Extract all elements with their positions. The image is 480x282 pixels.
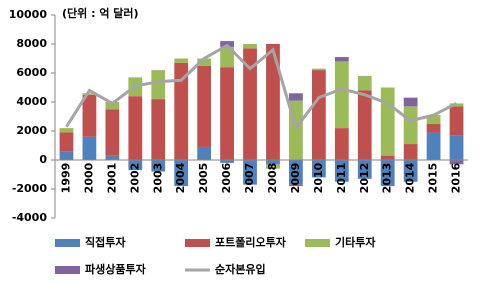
x-tick-label: 1999 (59, 163, 72, 194)
bar (174, 160, 189, 187)
bar (128, 96, 143, 160)
x-tick-label: 2009 (289, 163, 302, 194)
bar (243, 160, 257, 185)
bar (449, 106, 464, 136)
bar (334, 128, 349, 160)
x-tick-label: 2015 (427, 163, 440, 194)
x-tick-label: 2008 (266, 163, 279, 194)
x-tick-label: 2013 (381, 163, 394, 194)
bar (59, 128, 74, 133)
bar (174, 58, 189, 63)
bar (311, 70, 326, 160)
x-tick-label: 2001 (105, 163, 118, 194)
bar (426, 132, 441, 160)
bar (105, 109, 120, 156)
bar (357, 90, 372, 160)
bar (403, 144, 418, 160)
bar (151, 160, 166, 172)
legend-label: 직접투자 (85, 235, 126, 249)
bar (426, 115, 441, 124)
legend-swatch (185, 239, 210, 247)
x-tick-label: 2007 (243, 163, 256, 194)
bar (128, 160, 143, 171)
bar (174, 62, 189, 160)
x-tick-label: 2003 (151, 163, 164, 194)
bar (449, 160, 464, 165)
legend-swatch (55, 266, 80, 274)
bar (151, 99, 166, 160)
bar (289, 160, 303, 185)
bar (380, 87, 395, 156)
line (65, 43, 458, 132)
y-tick-label: 10000 (9, 8, 48, 21)
bar (334, 57, 349, 62)
bar (357, 160, 372, 179)
chart-title: (단위 : 억 달러) (62, 6, 139, 20)
y-tick-label: 0 (39, 153, 47, 166)
bar (334, 61, 349, 129)
x-tick-label: 2016 (450, 162, 463, 193)
bar (59, 151, 74, 160)
x-tick-label: 2011 (335, 163, 348, 194)
bar (220, 46, 234, 68)
bar (266, 44, 280, 160)
x-tick-label: 2014 (404, 162, 417, 193)
y-tick-label: 4000 (16, 95, 47, 108)
bar (357, 75, 372, 91)
bar (289, 93, 303, 101)
y-tick-label: -4000 (12, 211, 48, 224)
legend-label: 파생상품투자 (85, 262, 147, 276)
bar (105, 102, 120, 110)
bar (220, 67, 234, 160)
legend-label: 기타투자 (335, 235, 376, 249)
bar (426, 123, 441, 133)
x-tick-label: 2010 (312, 162, 325, 193)
bar (289, 184, 303, 187)
bar (311, 68, 326, 71)
bar (311, 160, 326, 178)
bar (82, 93, 97, 95)
bar (266, 164, 280, 169)
bar (449, 135, 464, 160)
bar (380, 160, 395, 187)
y-tick-label: 8000 (16, 37, 47, 50)
legend-label: 순자본유입 (215, 262, 266, 276)
bar (197, 146, 212, 160)
bar (220, 160, 234, 163)
bar (403, 106, 418, 145)
x-tick-label: 2005 (197, 163, 210, 194)
bar (82, 94, 97, 137)
x-tick-label: 2012 (358, 163, 371, 194)
x-tick-label: 2002 (128, 163, 141, 194)
bar (403, 160, 418, 182)
x-tick-label: 2004 (174, 162, 187, 193)
y-tick-label: 2000 (16, 124, 47, 137)
bar (243, 48, 257, 160)
bar (197, 58, 212, 66)
bar (105, 155, 120, 160)
x-tick-label: 2006 (220, 162, 233, 193)
legend-swatch (305, 239, 330, 247)
bar (82, 136, 97, 160)
bar (151, 70, 166, 100)
y-tick-label: -2000 (12, 182, 48, 195)
bar (403, 97, 418, 107)
bar (59, 132, 74, 152)
bar (380, 155, 395, 160)
y-tick-label: 6000 (16, 66, 47, 79)
bar (334, 160, 349, 182)
bar (197, 65, 212, 147)
x-tick-label: 2000 (82, 162, 95, 193)
bar (266, 160, 280, 165)
legend-swatch (55, 239, 80, 247)
bar (243, 44, 257, 49)
legend-label: 포트폴리오투자 (215, 235, 287, 249)
